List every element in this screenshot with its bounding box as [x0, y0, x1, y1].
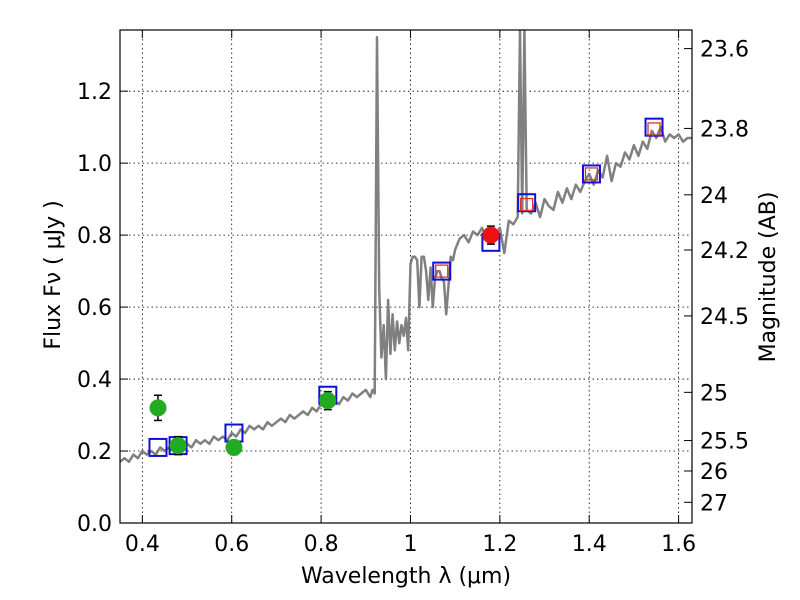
model-point-square — [644, 117, 664, 137]
observed-point — [225, 438, 243, 456]
model-inner-square — [647, 122, 661, 136]
y-tick-label: 0.0 — [77, 512, 112, 537]
right-tick-label: 24.5 — [700, 305, 749, 330]
model-point-square — [432, 261, 452, 281]
model-point-square — [148, 437, 168, 457]
x-axis-label: Wavelength λ (μm) — [301, 564, 511, 589]
observed-point — [482, 226, 500, 244]
right-tick-label: 23.6 — [700, 38, 749, 63]
right-tick-label: 23.8 — [700, 117, 749, 142]
grid-lines — [120, 30, 692, 523]
model-inner-square — [435, 264, 449, 278]
y-tick-label: 0.8 — [77, 224, 112, 249]
x-tick-label: 1 — [403, 532, 417, 557]
x-tick-label: 1.6 — [661, 532, 696, 557]
observed-point — [319, 392, 337, 410]
y-tick-label: 0.6 — [77, 296, 112, 321]
axes: 0.4 0.6 0.8 1 1.2 1.4 1.6 0.0 0.2 0.4 0.6 0.8 1.0 1.2… — [77, 29, 749, 557]
y-tick-label: 0.2 — [77, 440, 112, 465]
right-tick-label: 25.5 — [700, 430, 749, 455]
observed-point — [149, 399, 167, 417]
spectrum-line — [120, 30, 692, 464]
model-inner-square — [520, 197, 534, 212]
observed-point — [169, 437, 187, 455]
y-axis-label: Flux Fν ( μJy ) — [41, 200, 66, 349]
right-tick-label: 25 — [700, 381, 728, 406]
x-tick-label: 1.4 — [572, 532, 607, 557]
y-tick-label: 1.2 — [77, 80, 112, 105]
right-axis-label: Magnitude (AB) — [756, 192, 781, 363]
right-tick-label: 24 — [700, 184, 728, 209]
y-tick-label: 1.0 — [77, 152, 112, 177]
x-tick-label: 0.4 — [125, 532, 160, 557]
x-tick-label: 1.2 — [482, 532, 517, 557]
axes-frame — [119, 29, 693, 524]
model-point-square — [581, 164, 601, 184]
y-tick-label: 0.4 — [77, 368, 112, 393]
right-tick-label: 27 — [700, 491, 728, 516]
model-inner-square — [584, 167, 599, 181]
right-tick-label: 24.2 — [700, 239, 749, 264]
x-tick-label: 0.6 — [214, 532, 249, 557]
plot-area — [120, 30, 692, 464]
x-tick-label: 0.8 — [304, 532, 339, 557]
right-tick-label: 26 — [700, 460, 728, 485]
model-point-square — [517, 193, 537, 213]
